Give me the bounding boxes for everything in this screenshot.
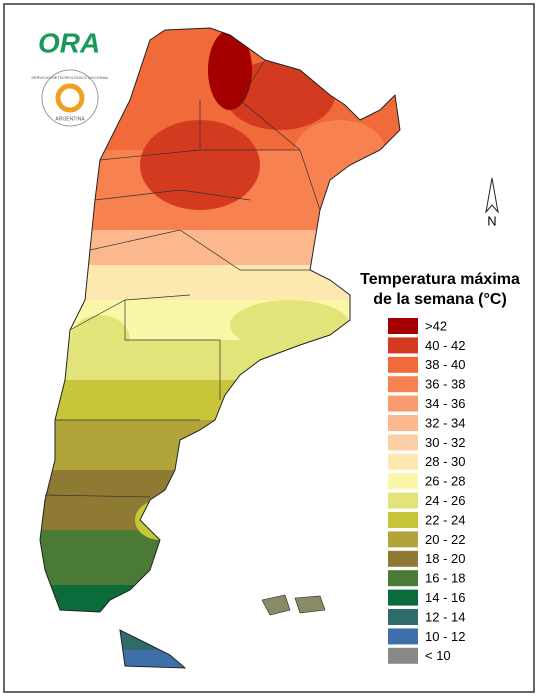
legend-label: 34 - 36 <box>425 396 465 411</box>
legend-label: 32 - 34 <box>425 415 465 430</box>
legend-label: 30 - 32 <box>425 435 465 450</box>
logo-text: ORA <box>38 27 100 58</box>
seal <box>41 69 99 127</box>
legend-title: de la semana (°C) <box>373 291 507 308</box>
legend-label: 28 - 30 <box>425 454 465 469</box>
legend-swatch <box>388 473 418 490</box>
legend-swatch <box>388 609 418 625</box>
legend-label: 12 - 14 <box>425 609 465 624</box>
legend-label: 24 - 26 <box>425 493 465 508</box>
legend-title: Temperatura máxima <box>360 271 520 288</box>
legend-label: >42 <box>425 318 447 333</box>
legend-label: 18 - 20 <box>425 551 465 566</box>
legend-swatch <box>388 647 418 664</box>
legend-swatch <box>388 434 418 451</box>
legend-label: 16 - 18 <box>425 571 465 586</box>
legend-swatch <box>388 531 418 548</box>
legend-swatch <box>388 376 418 393</box>
country-outline <box>39 27 401 669</box>
legend-label: 14 - 16 <box>425 590 465 605</box>
seal-bottom-text: ARGENTINA <box>55 116 85 122</box>
temperature-zone <box>140 120 260 210</box>
province-borders <box>44 59 321 498</box>
legend-swatch <box>388 356 418 373</box>
legend-swatch <box>388 628 418 645</box>
legend-label: 36 - 38 <box>425 377 465 392</box>
north-label: N <box>487 213 496 228</box>
legend-label: 10 - 12 <box>425 629 465 644</box>
legend-swatch <box>388 512 418 528</box>
legend-label: 22 - 24 <box>425 512 465 527</box>
legend-swatch <box>388 415 418 431</box>
temperature-zone <box>225 60 335 130</box>
legend-label: 26 - 28 <box>425 474 465 489</box>
legend-swatch <box>388 550 418 567</box>
falkland-islands <box>261 594 326 616</box>
legend-swatch <box>388 337 418 354</box>
north-arrow <box>485 177 499 214</box>
temperature-zone <box>70 315 130 365</box>
temperature-zone <box>230 300 350 350</box>
legend-label: < 10 <box>425 648 451 663</box>
temperature-zone <box>208 30 252 110</box>
legend-swatch <box>388 318 418 334</box>
legend-label: 40 - 42 <box>425 338 465 353</box>
seal-emblem <box>55 83 85 113</box>
legend-swatch <box>388 395 418 412</box>
legend-swatch <box>388 453 418 470</box>
seal-top-text: SERVICIO METEOROLÓGICO NACIONAL <box>31 75 109 80</box>
legend-swatch <box>388 589 418 606</box>
legend-swatch <box>388 570 418 587</box>
legend-label: 20 - 22 <box>425 532 465 547</box>
legend-label: 38 - 40 <box>425 357 465 372</box>
legend-swatch <box>388 492 418 509</box>
legend: >42 40 - 42 38 - 40 36 - 38 34 - 36 32 - 34 30… <box>388 318 465 664</box>
